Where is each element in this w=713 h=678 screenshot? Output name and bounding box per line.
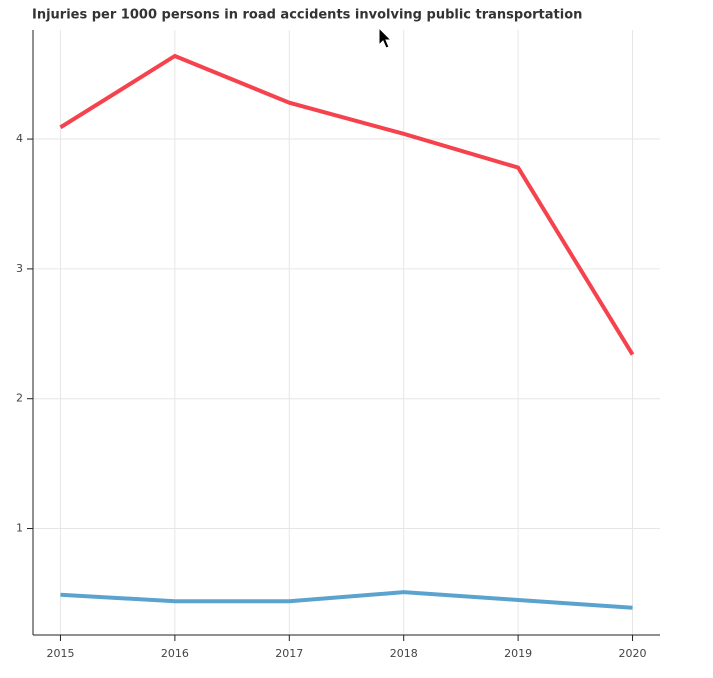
y-tick-label: 1: [16, 522, 23, 535]
x-tick-label: 2016: [161, 647, 189, 660]
x-tick-label: 2015: [46, 647, 74, 660]
line-series: [59, 53, 635, 356]
y-tick-label: 3: [16, 262, 23, 275]
line-series: [60, 590, 633, 610]
x-tick-label: 2018: [390, 647, 418, 660]
x-tick-label: 2017: [275, 647, 303, 660]
axes: 1 2 3 4 2015 2016 2017 2018 2019 2020: [16, 30, 660, 660]
plot: [59, 53, 635, 610]
grid: [33, 30, 660, 635]
y-tick-label: 2: [16, 392, 23, 405]
x-tick-label: 2020: [619, 647, 647, 660]
y-tick-label: 4: [16, 132, 23, 145]
x-tick-label: 2019: [504, 647, 532, 660]
chart-title: Injuries per 1000 persons in road accide…: [32, 8, 582, 23]
cursor: [378, 26, 393, 49]
